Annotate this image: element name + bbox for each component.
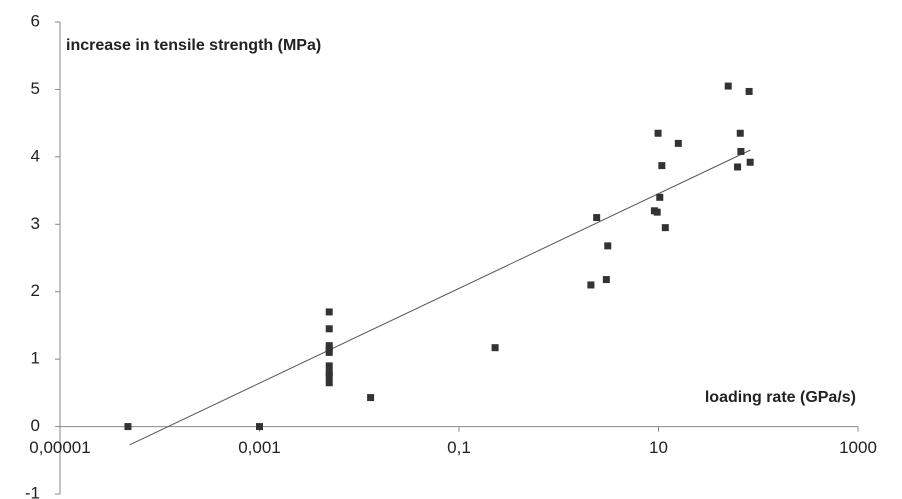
point [325, 348, 333, 356]
point [325, 372, 333, 380]
point [724, 82, 732, 90]
x-tick-label: 1000 [839, 438, 877, 457]
x-axis-label: loading rate (GPa/s) [705, 389, 856, 406]
y-axis-label: increase in tensile strength (MPa) [66, 37, 321, 54]
point [653, 208, 661, 216]
y-tick-label: 3 [31, 214, 40, 233]
point [602, 276, 610, 284]
point [325, 325, 333, 333]
point [674, 139, 682, 147]
y-tick-label: 0 [31, 416, 40, 435]
y-tick-label: 6 [31, 11, 40, 30]
point [661, 224, 669, 232]
y-tick-label: 4 [31, 146, 40, 165]
point [593, 214, 601, 222]
y-tick-label: 2 [31, 281, 40, 300]
point [746, 158, 754, 166]
point [491, 344, 499, 352]
point [325, 308, 333, 316]
x-tick-label: 0,1 [447, 438, 471, 457]
point [325, 362, 333, 370]
point [604, 242, 612, 250]
point [325, 379, 333, 387]
point [256, 423, 263, 431]
point [745, 87, 753, 95]
trend-line [129, 149, 751, 446]
y-tick-label: 1 [31, 349, 40, 368]
x-tick-label: 0,001 [238, 438, 281, 457]
point [587, 281, 595, 289]
point [737, 147, 745, 155]
x-tick-label: 0,00001 [29, 438, 90, 457]
x-tick-label: 10 [649, 438, 668, 457]
point [654, 129, 662, 137]
point [734, 163, 742, 171]
point [367, 394, 375, 402]
point [124, 423, 132, 431]
point [658, 162, 666, 170]
point [656, 193, 664, 201]
point [736, 129, 744, 137]
y-tick-label: 5 [31, 79, 40, 98]
y-tick-label: -1 [25, 483, 40, 499]
